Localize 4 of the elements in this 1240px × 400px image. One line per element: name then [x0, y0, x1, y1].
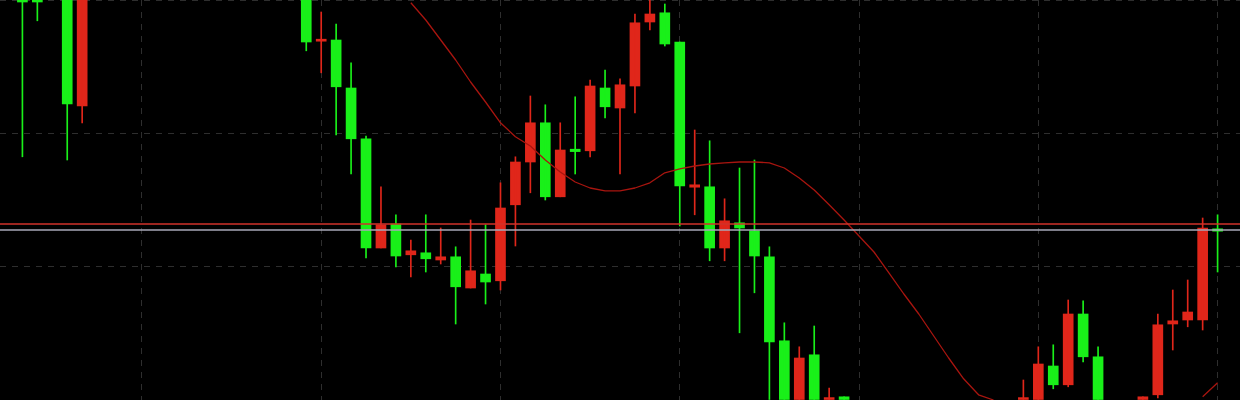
- candlestick: [1137, 396, 1149, 400]
- candlestick: [838, 396, 850, 400]
- candlestick: [315, 11, 327, 74]
- candlestick: [689, 129, 701, 216]
